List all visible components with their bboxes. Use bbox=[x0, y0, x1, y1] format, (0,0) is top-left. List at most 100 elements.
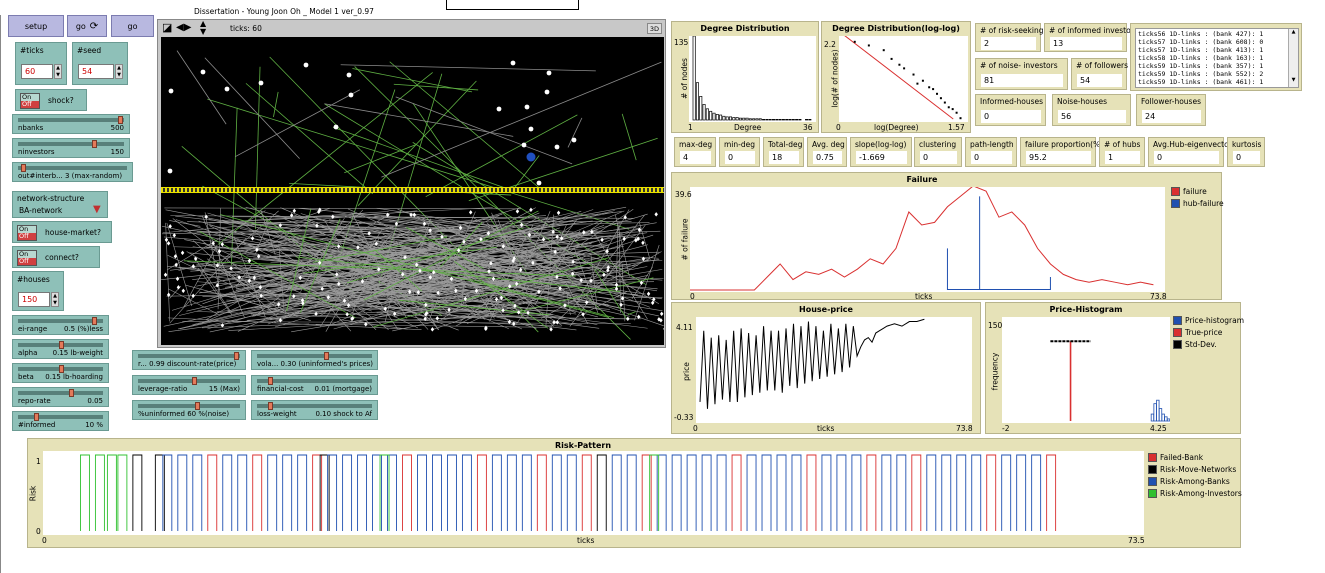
interbank-link bbox=[368, 266, 429, 330]
financial-cost-slider[interactable]: financial-cost 0.01 (mortgage) bbox=[251, 375, 378, 395]
volatility-slider[interactable]: vola... 0.30 (uninformed's prices) bbox=[251, 350, 378, 370]
slider-handle[interactable] bbox=[59, 341, 64, 349]
beta-slider[interactable]: beta 0.15 lb-hoarding bbox=[12, 363, 109, 383]
ei-range-slider[interactable]: ei-range 0.5 (%)less bbox=[12, 315, 109, 335]
data-point bbox=[936, 92, 939, 95]
world-view[interactable]: ♦♦♦♦♦♦♦♦♦♦♦♦♦♦ ♦♦♦♦♦♦♦♦♦♦♦♦♦♦♦♦♦♦♦♦♦♦♦♦♦♦… bbox=[161, 37, 664, 345]
network-structure-chooser[interactable]: network-structure BA-network ▼ bbox=[12, 191, 108, 218]
3d-button[interactable]: 3D bbox=[647, 23, 662, 34]
slider-handle[interactable] bbox=[268, 402, 274, 410]
legend-risk-move-networks: Risk-Move-Networks bbox=[1148, 465, 1236, 474]
go-once-button[interactable]: go ⟳ bbox=[67, 15, 107, 37]
x-tick-label: 0 bbox=[690, 292, 695, 301]
slider-handle[interactable] bbox=[268, 377, 274, 385]
slider-handle[interactable] bbox=[91, 317, 97, 325]
slider-handle[interactable] bbox=[34, 413, 40, 421]
interbank-link bbox=[267, 301, 583, 312]
house-agent bbox=[407, 188, 409, 192]
connect-switch[interactable]: On Off connect? bbox=[12, 246, 100, 268]
slider-track[interactable] bbox=[18, 391, 103, 395]
uninformed-slider[interactable]: %uninformed 60 %(noise) bbox=[132, 400, 246, 420]
ticks-stepper[interactable]: ▲ ▼ bbox=[54, 64, 62, 79]
interbank-link bbox=[284, 218, 377, 255]
loss-weight-slider[interactable]: loss-weight 0.10 shock to Af bbox=[251, 400, 378, 420]
house-agent bbox=[623, 188, 625, 192]
bank-agent: ♦ bbox=[220, 242, 225, 249]
house-market-switch[interactable]: On Off house-market? bbox=[12, 221, 112, 243]
hub-eigenvector-monitor: Avg.Hub-eigenvector 0 bbox=[1148, 137, 1232, 167]
house-agent bbox=[619, 188, 621, 192]
seed-input[interactable]: 54 bbox=[78, 64, 114, 79]
interbank-link bbox=[590, 255, 597, 304]
slider-track[interactable] bbox=[138, 404, 240, 408]
slider-handle[interactable] bbox=[68, 389, 74, 397]
slider-track[interactable] bbox=[18, 319, 103, 323]
bank-agent: ♦ bbox=[512, 255, 517, 262]
slider-handle[interactable] bbox=[21, 164, 27, 172]
slider-handle[interactable] bbox=[192, 377, 198, 385]
alpha-slider[interactable]: alpha 0.15 lb-weight bbox=[12, 339, 109, 359]
bank-agent: ♦ bbox=[400, 272, 405, 279]
informed-slider[interactable]: #informed 10 % bbox=[12, 411, 109, 431]
go-forever-button[interactable]: go bbox=[111, 15, 154, 37]
slider-track[interactable] bbox=[138, 354, 240, 358]
house-agent bbox=[591, 188, 593, 192]
house-agent bbox=[251, 188, 253, 192]
slider-track[interactable] bbox=[257, 354, 372, 358]
slider-handle[interactable] bbox=[117, 116, 123, 124]
houses-input-box: #houses 150 ▲ ▼ bbox=[12, 271, 64, 311]
house-agent bbox=[375, 188, 377, 192]
interbank-link bbox=[392, 275, 649, 332]
interbank-link bbox=[208, 207, 493, 224]
house-agent bbox=[455, 188, 457, 192]
interbank-link bbox=[213, 238, 426, 288]
house-agent bbox=[611, 188, 613, 192]
leverage-ratio-slider[interactable]: leverage-ratio 15 (Max) bbox=[132, 375, 246, 395]
house-agent bbox=[567, 188, 569, 192]
legend-swatch-red bbox=[1148, 453, 1157, 462]
slider-track[interactable] bbox=[257, 379, 372, 383]
bank-agent: ♦ bbox=[528, 207, 533, 214]
zoom-icon[interactable]: ◪ bbox=[162, 21, 173, 34]
houses-stepper[interactable]: ▲ ▼ bbox=[51, 292, 59, 307]
shock-switch[interactable]: On Off shock? bbox=[15, 89, 87, 111]
repo-rate-slider[interactable]: repo-rate 0.05 bbox=[12, 387, 109, 407]
slider-track[interactable] bbox=[18, 118, 124, 122]
ticks-input[interactable]: 60 bbox=[21, 64, 53, 79]
houses-input[interactable]: 150 bbox=[18, 292, 50, 307]
house-agent bbox=[555, 188, 557, 192]
ninvestors-slider[interactable]: ninvestors 150 bbox=[12, 138, 130, 158]
slider-handle[interactable] bbox=[234, 352, 240, 360]
slider-handle[interactable] bbox=[195, 402, 201, 410]
seed-stepper[interactable]: ▲ ▼ bbox=[115, 64, 123, 79]
slider-track[interactable] bbox=[18, 415, 103, 419]
interbank-link bbox=[320, 232, 556, 241]
interbank-link bbox=[374, 215, 531, 238]
interbank-link bbox=[331, 276, 445, 325]
histogram-bar bbox=[725, 116, 729, 121]
move-up-down-icon[interactable]: ▲ ▼ bbox=[200, 19, 207, 36]
output-scrollbar[interactable]: ▲ ▼ bbox=[1288, 29, 1298, 87]
interbank-link bbox=[274, 302, 289, 315]
house-agent bbox=[387, 188, 389, 192]
output-text-box[interactable]: ticks56 1D-links : (bank 427): 1 ticks57 … bbox=[1135, 28, 1299, 88]
window-title-box bbox=[446, 0, 579, 10]
slider-track[interactable] bbox=[257, 404, 372, 408]
move-left-right-icon[interactable]: ◀▶ bbox=[176, 22, 192, 33]
interbank-link bbox=[550, 259, 557, 287]
house-agent bbox=[647, 188, 649, 192]
slider-track[interactable] bbox=[18, 166, 127, 170]
discount-rate-slider[interactable]: r... 0.99 discount-rate(price) bbox=[132, 350, 246, 370]
dropdown-arrow-icon: ▼ bbox=[93, 204, 101, 215]
slider-track[interactable] bbox=[138, 379, 240, 383]
nbanks-slider[interactable]: nbanks 500 bbox=[12, 114, 130, 134]
outinterb-slider[interactable]: out#interb... 3 (max-random) bbox=[12, 162, 133, 182]
slider-handle[interactable] bbox=[92, 140, 98, 148]
house-agent bbox=[239, 188, 241, 192]
slider-handle[interactable] bbox=[59, 365, 64, 373]
setup-button[interactable]: setup bbox=[8, 15, 64, 37]
slider-track[interactable] bbox=[18, 142, 124, 146]
bank-agent: ♦ bbox=[501, 243, 506, 250]
investor-link bbox=[381, 61, 662, 178]
slider-handle[interactable] bbox=[324, 352, 330, 360]
